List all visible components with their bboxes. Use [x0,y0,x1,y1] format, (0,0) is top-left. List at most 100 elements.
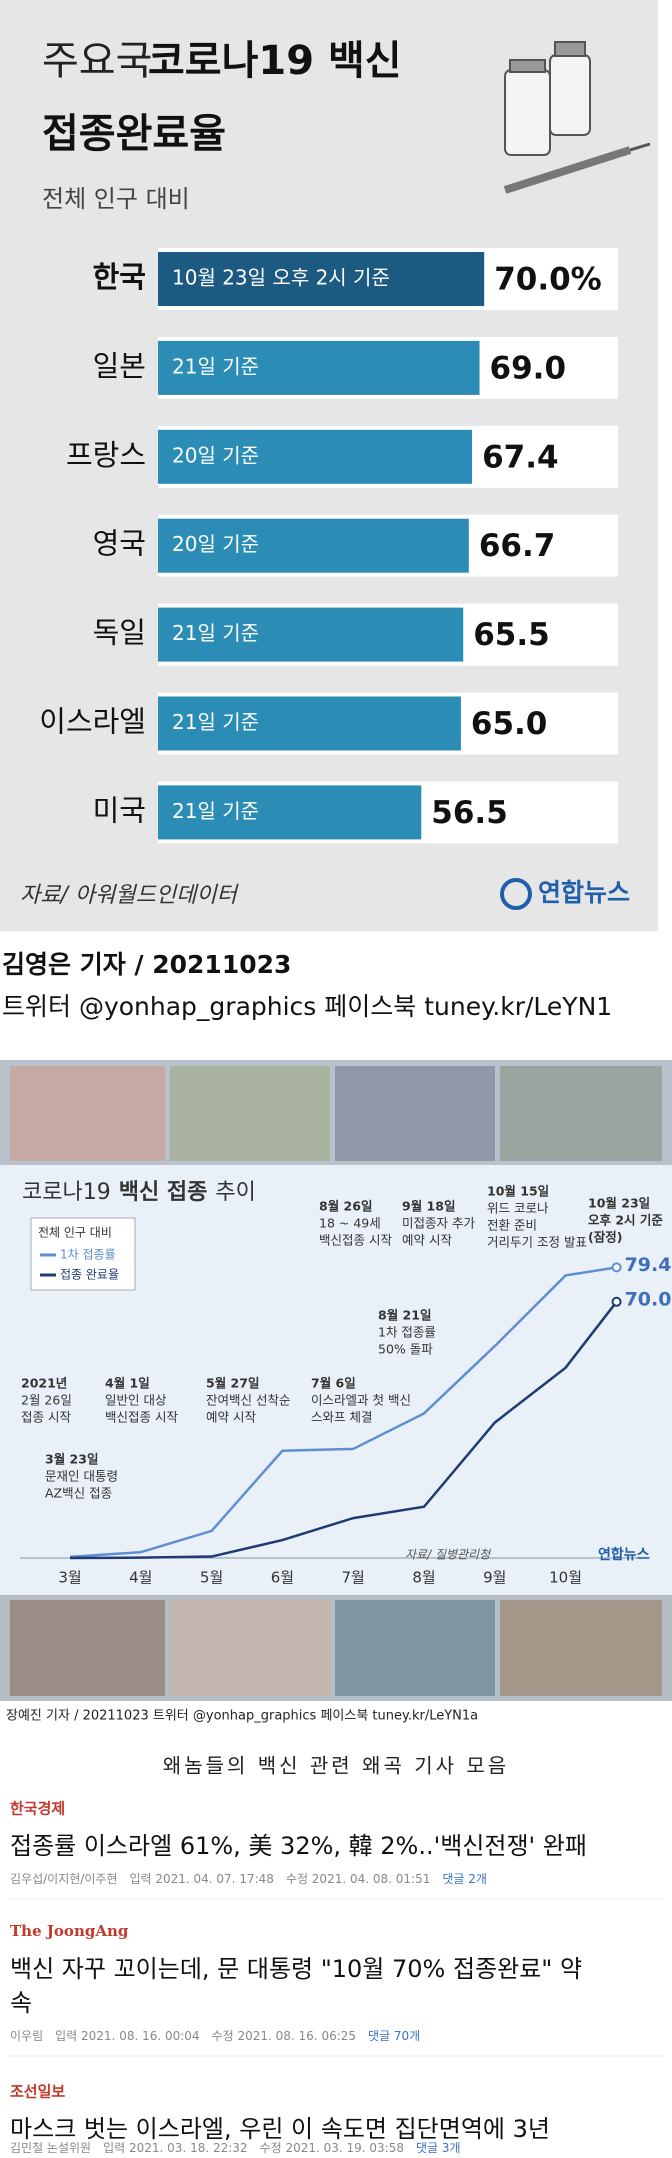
credit: 트위터 @yonhap_graphics 페이스북 tuney.kr/LeYN1 [2,992,612,1021]
annotation: 백신접종 시작 [105,1410,178,1425]
annotation: 미접종자 추가 [402,1216,475,1231]
input-date: 입력 2021. 08. 16. 00:04 [55,2029,199,2043]
x-tick-label: 10월 [549,1569,582,1587]
title: 주요국 [42,38,152,84]
annotation: 4월 1일 [105,1376,150,1391]
annotation: 거리두기 조정 발표 [487,1235,587,1250]
logo: 연합뉴스 [598,1546,650,1563]
article-headline: 접종률 이스라엘 61%, 美 32%, 韓 2%..'백신전쟁' 완패 [10,1832,587,1860]
annotation: (잠정) [588,1230,622,1245]
article-headline: 백신 자꾸 꼬이는데, 문 대통령 "10월 70% 접종완료" 약 [10,1955,582,1983]
vaccine-illustration [503,41,651,194]
end-point [611,1262,622,1273]
article-source: The JoongAng [10,1922,129,1940]
value-label: 69.0 [490,350,567,386]
series-line [69,1266,617,1559]
photos [10,1600,662,1696]
title: 코로나19 백신 [148,38,402,84]
annotation: 10월 15일 [487,1184,549,1199]
category-label: 영국 [93,527,146,561]
annotation: 일반인 대상 [105,1393,167,1408]
bar-note: 21일 기준 [172,710,259,734]
article-source: 조선일보 [10,2083,65,2101]
value-label: 65.0 [471,706,548,742]
annotation: AZ백신 접종 [45,1486,112,1501]
x-tick-label: 6월 [271,1569,294,1587]
article-meta: 김우섭/이지현/이주현 입력 2021. 04. 07. 17:48 수정 2021… [10,1872,487,1886]
input-date: 입력 2021. 04. 07. 17:48 [129,1872,273,1886]
credit: 장예진 기자 / 20211023 트위터 @yonhap_graphics 페… [6,1709,478,1724]
x-tick-label: 9월 [483,1569,506,1587]
annotation: 예약 시작 [206,1410,256,1425]
bar-note: 21일 기준 [172,354,259,378]
annotation: 2월 26일 [21,1393,72,1408]
annotation: 위드 코로나 [487,1201,549,1216]
end-label: 79.4% [625,1254,672,1276]
bar [158,518,469,573]
comments[interactable]: 댓글 2개 [442,1872,487,1886]
annotation: 2021년 [21,1376,67,1391]
annotation: 백신접종 시작 [319,1233,392,1248]
author: 김우섭/이지현/이주현 [10,1872,117,1886]
annotation: 10월 23일 [588,1196,650,1211]
heading: 왜놈들의 백신 관련 왜곡 기사 모음 [163,1754,509,1778]
annotation: 5월 27일 [206,1376,259,1391]
title-part: 추이 [215,1180,255,1205]
end-label: 70.0% [625,1288,672,1310]
bar-note: 20일 기준 [172,532,259,556]
x-tick-label: 4월 [129,1569,152,1587]
value-label: 65.5 [473,617,549,653]
bar-note: 10월 23일 오후 2시 기준 [172,266,390,290]
article-source: 한국경제 [10,1800,65,1818]
logo: 연합뉴스 [538,878,630,907]
end-point [611,1296,622,1307]
edit-date: 수정 2021. 03. 19. 03:58 [260,2141,404,2155]
annotation: 1차 접종률 [378,1325,436,1340]
category-label: 일본 [93,349,146,383]
x-tick-label: 5월 [200,1569,223,1587]
bar-note: 20일 기준 [172,443,259,467]
category-label: 한국 [93,260,146,294]
article-headline: 속 [10,1989,32,2017]
series-line [69,1301,618,1560]
title-part: 백신 접종 [119,1180,208,1205]
comments[interactable]: 댓글 70개 [368,2029,420,2043]
legend-label: 1차 접종률 [60,1248,116,1262]
value-label: 56.5 [431,795,508,831]
annotation: 이스라엘과 첫 백신 [311,1393,411,1408]
source: 자료/ 아워월드인데이터 [20,883,240,908]
annotation: 오후 2시 기준 [588,1213,663,1228]
category-label: 미국 [93,793,146,827]
bar [158,340,480,395]
bar [158,785,422,840]
annotation: 7월 6일 [311,1376,356,1391]
bar-note: 21일 기준 [172,799,259,823]
bar [158,696,461,751]
legend-title: 전체 인구 대비 [38,1226,112,1240]
annotation: 잔여백신 선착순 [206,1393,290,1408]
input-date: 입력 2021. 03. 18. 22:32 [103,2141,247,2155]
title-part: 코로나19 [22,1180,111,1205]
author: 이우림 [10,2029,43,2043]
annotation: 3월 23일 [45,1452,98,1467]
bar-note: 21일 기준 [172,621,259,645]
x-tick-label: 3월 [58,1569,81,1587]
edit-date: 수정 2021. 04. 08. 01:51 [286,1872,430,1886]
annotation: 8월 26일 [319,1199,372,1214]
bar [158,607,464,662]
annotation: 9월 18일 [402,1199,455,1214]
comments[interactable]: 댓글 3개 [416,2141,461,2155]
article-headline: 마스크 벗는 이스라엘, 우린 이 속도면 집단면역에 3년 [10,2115,550,2143]
annotation: 접종 시작 [21,1410,71,1425]
bar [158,429,473,484]
source: 자료/ 질병관리청 [405,1548,492,1562]
annotation: 스와프 체결 [311,1410,372,1425]
article-meta: 이우림 입력 2021. 08. 16. 00:04 수정 2021. 08. 16… [10,2029,420,2043]
category-label: 이스라엘 [39,705,146,739]
x-tick-label: 7월 [342,1569,365,1587]
annotation: 예약 시작 [402,1233,452,1248]
bar [158,252,485,306]
annotation: 8월 21일 [378,1308,431,1323]
annotation: 18 ~ 49세 [319,1216,381,1231]
